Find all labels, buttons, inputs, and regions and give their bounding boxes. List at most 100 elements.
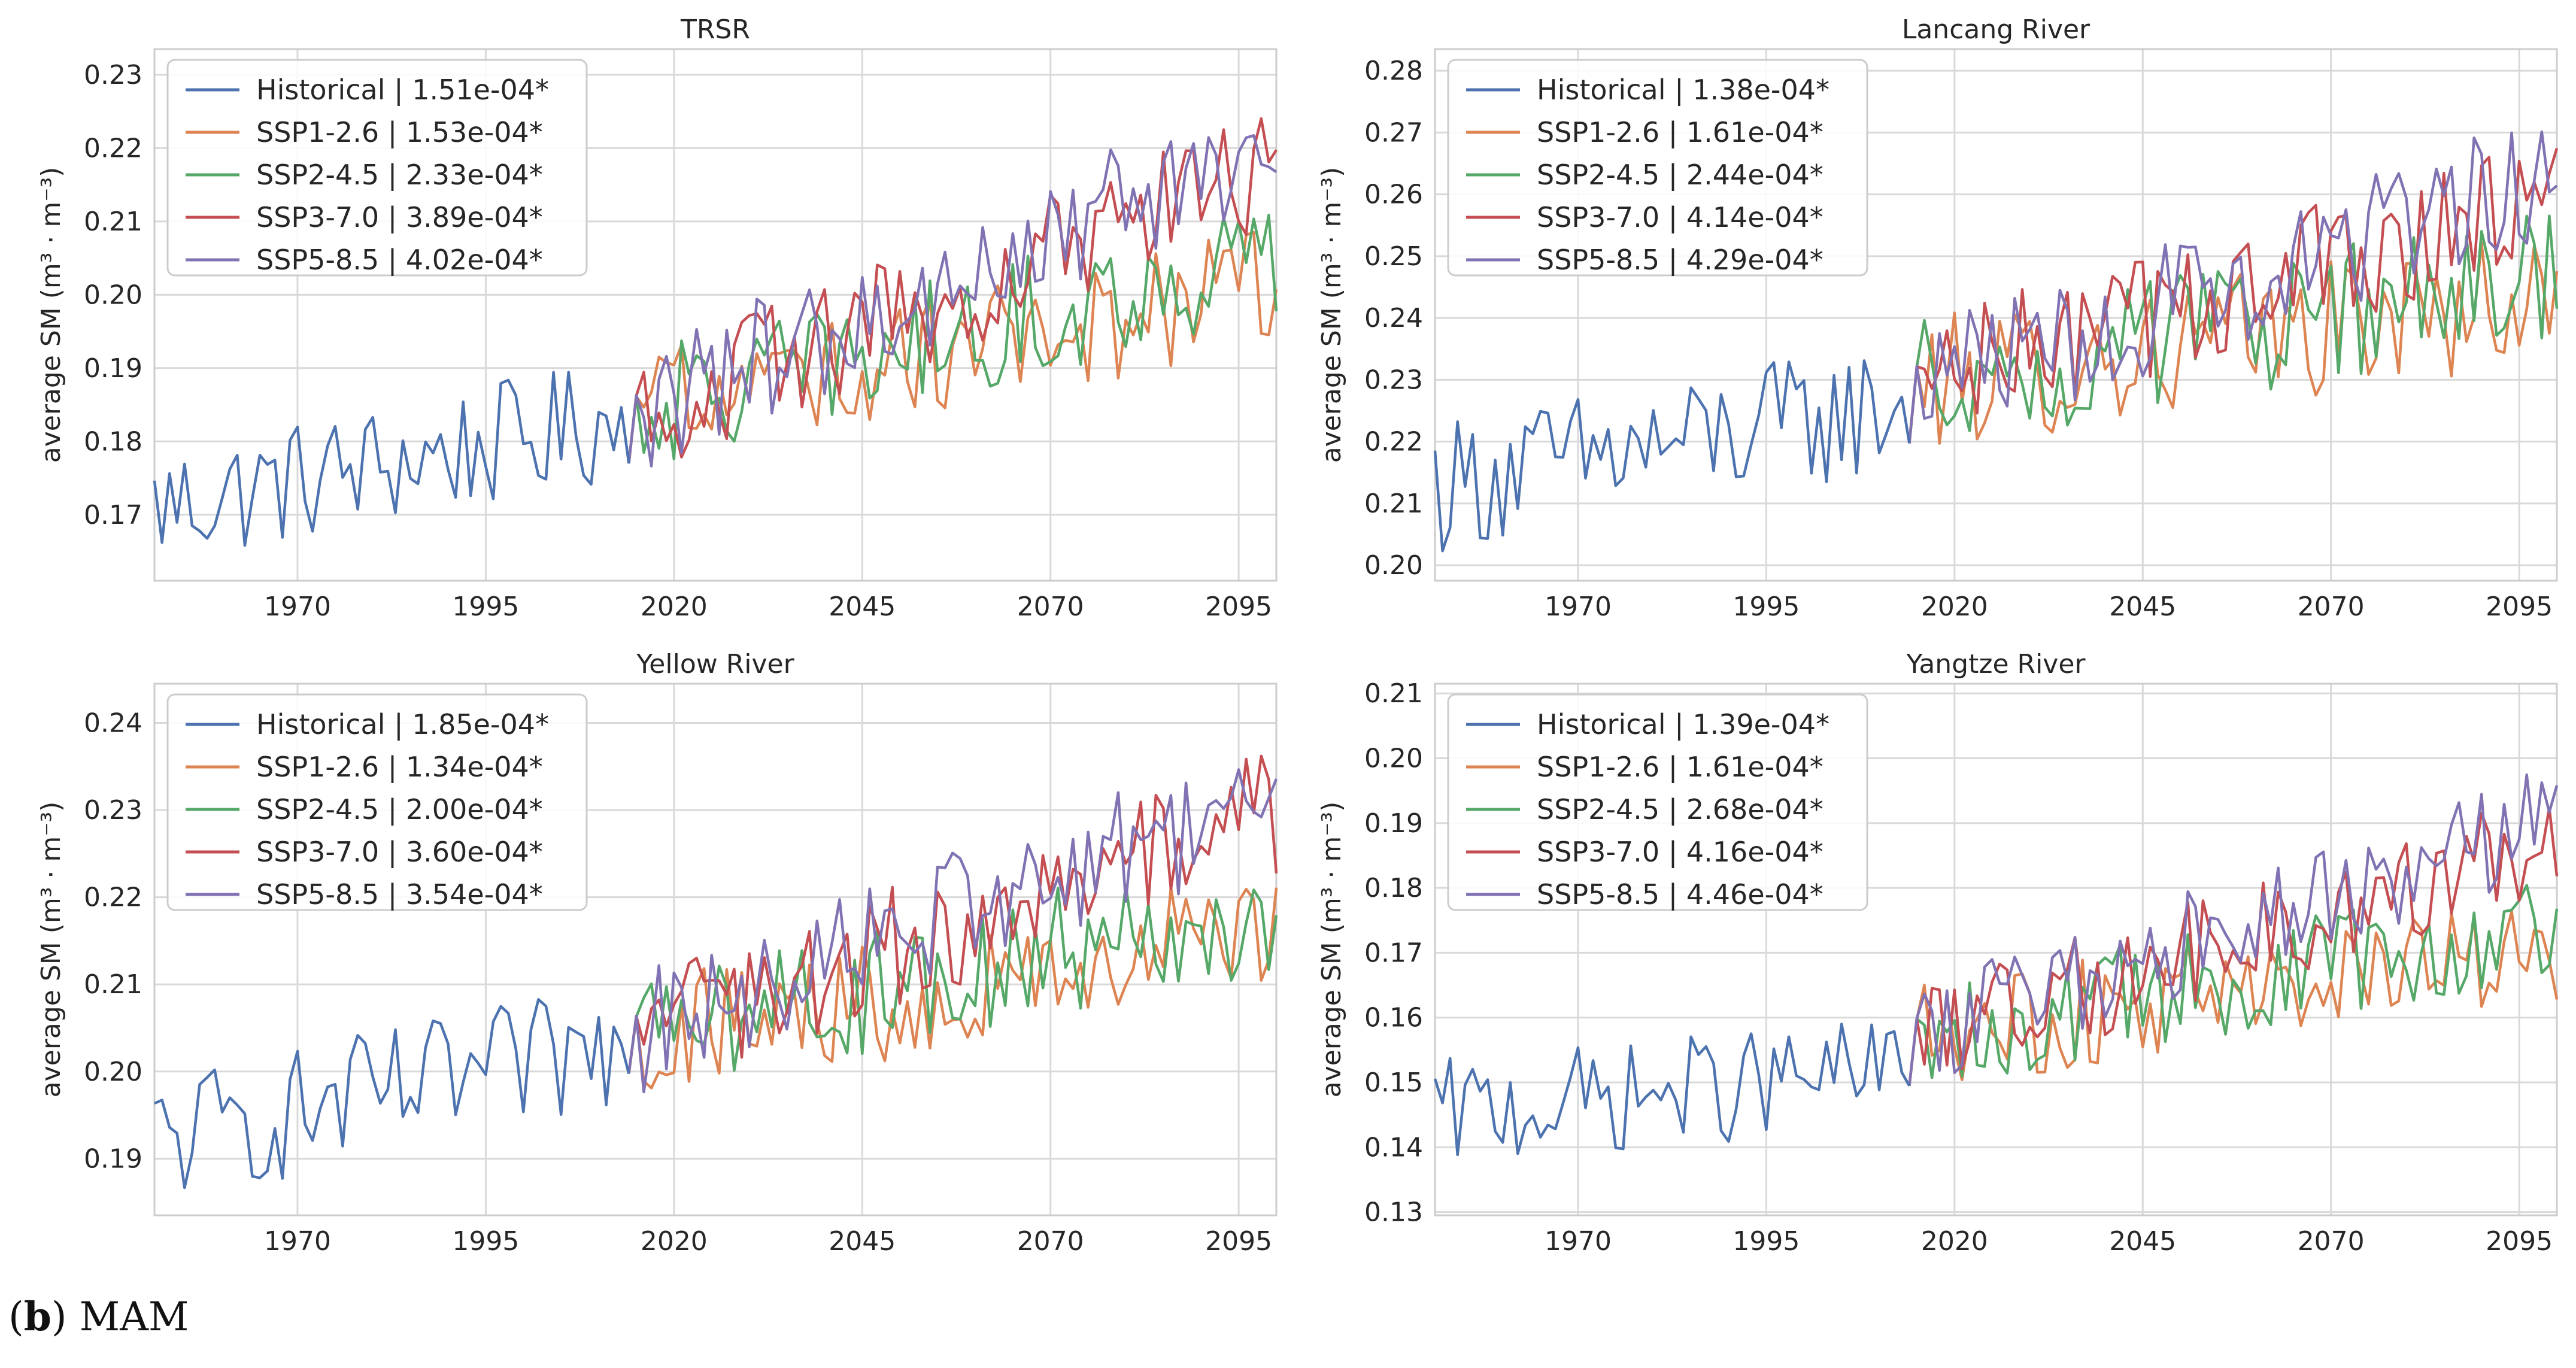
- x-tick-label: 1970: [1545, 1226, 1612, 1257]
- x-tick-label: 2020: [641, 592, 708, 622]
- y-tick-label: 0.21: [1364, 678, 1423, 709]
- y-tick-label: 0.23: [84, 60, 142, 90]
- y-axis-label: average SM (m³ · m⁻³): [36, 167, 66, 463]
- chart-title: Yangtze River: [1906, 649, 2086, 680]
- legend-entry: SSP5-8.5 | 4.29e-04*: [1537, 244, 1823, 277]
- legend-entry: SSP1-2.6 | 1.53e-04*: [256, 116, 543, 149]
- y-tick-label: 0.22: [1364, 427, 1423, 457]
- legend-entry: Historical | 1.51e-04*: [256, 74, 549, 107]
- series-line-ssp5-8-5: [627, 768, 1278, 1094]
- legend-entry: SSP2-4.5 | 2.44e-04*: [1537, 159, 1823, 192]
- series-line-ssp5-8-5: [1908, 130, 2558, 444]
- legend-entry: SSP1-2.6 | 1.61e-04*: [1537, 751, 1823, 784]
- series-line-ssp2-4-5: [627, 884, 1278, 1074]
- y-tick-label: 0.18: [1364, 873, 1423, 903]
- legend: Historical | 1.85e-04* SSP1-2.6 | 1.34e-0…: [166, 693, 588, 911]
- chart-panel-1: 1970 1995 2020 2045 2070 2095 0.17 0.18 0.19 0.20…: [36, 14, 1278, 622]
- x-tick-label: 2095: [1205, 1226, 1272, 1257]
- y-tick-label: 0.22: [84, 133, 142, 163]
- y-tick-label: 0.24: [84, 708, 142, 739]
- series-line-historical: [1433, 1023, 1911, 1157]
- x-tick-label: 2070: [1017, 1226, 1084, 1257]
- series-line-historical: [154, 998, 630, 1190]
- series-line-ssp5-8-5: [627, 134, 1278, 468]
- series-line-historical: [1433, 359, 1911, 553]
- series-line-ssp2-4-5: [1908, 214, 2559, 444]
- y-tick-label: 0.23: [84, 795, 142, 826]
- x-tick-label: 1995: [1732, 1226, 1800, 1257]
- legend-box: [1447, 59, 1868, 277]
- legend-entry: SSP1-2.6 | 1.34e-04*: [256, 751, 543, 784]
- x-tick-label: 2095: [2486, 1226, 2553, 1257]
- series-line-ssp2-4-5: [1908, 884, 2559, 1087]
- legend-entry: Historical | 1.85e-04*: [256, 708, 549, 741]
- chart-title: Lancang River: [1902, 14, 2090, 45]
- x-tick-label: 1970: [264, 1226, 331, 1257]
- y-tick-label: 0.20: [1364, 744, 1423, 774]
- x-tick-label: 1995: [1732, 592, 1800, 622]
- x-tick-label: 2095: [2486, 592, 2553, 622]
- y-axis-label: average SM (m³ · m⁻³): [1316, 167, 1347, 463]
- series-line-ssp3-7-0: [1908, 147, 2559, 444]
- legend-entry: SSP2-4.5 | 2.68e-04*: [1537, 793, 1823, 826]
- x-tick-label: 2045: [2109, 592, 2176, 622]
- y-tick-label: 0.17: [1364, 938, 1423, 968]
- series-line-ssp3-7-0: [1908, 806, 2559, 1087]
- axes-frame: [1434, 48, 2558, 582]
- y-tick-label: 0.19: [84, 353, 142, 384]
- x-tick-label: 1995: [452, 1226, 519, 1257]
- legend-entry: SSP2-4.5 | 2.33e-04*: [256, 159, 543, 192]
- chart-title: Yellow River: [636, 649, 794, 680]
- series-line-ssp3-7-0: [627, 117, 1278, 464]
- x-tick-label: 2045: [2109, 1226, 2176, 1257]
- y-axis-label: average SM (m³ · m⁻³): [36, 802, 66, 1098]
- axes-frame: [153, 683, 1278, 1217]
- series-line-historical: [153, 371, 630, 547]
- series-line-ssp3-7-0: [627, 754, 1278, 1074]
- legend-entry: SSP3-7.0 | 4.14e-04*: [1537, 201, 1823, 234]
- legend-entry: SSP2-4.5 | 2.00e-04*: [256, 793, 543, 826]
- series-line-ssp2-4-5: [627, 213, 1278, 464]
- y-tick-label: 0.13: [1364, 1197, 1423, 1228]
- x-tick-label: 2020: [641, 1226, 708, 1257]
- y-tick-label: 0.23: [1364, 365, 1423, 395]
- legend-entry: SSP3-7.0 | 3.89e-04*: [256, 201, 543, 234]
- x-tick-label: 2020: [1921, 1226, 1988, 1257]
- legend-entry: SSP1-2.6 | 1.61e-04*: [1537, 116, 1823, 149]
- x-tick-label: 1970: [1545, 592, 1612, 622]
- legend: Historical | 1.38e-04* SSP1-2.6 | 1.61e-0…: [1447, 59, 1868, 277]
- legend-entry: Historical | 1.38e-04*: [1537, 74, 1829, 107]
- legend-entry: SSP5-8.5 | 4.46e-04*: [1537, 878, 1823, 911]
- y-tick-label: 0.15: [1364, 1067, 1423, 1098]
- y-tick-label: 0.14: [1364, 1132, 1423, 1163]
- x-tick-label: 1995: [452, 592, 519, 622]
- y-axis-label: average SM (m³ · m⁻³): [1316, 802, 1347, 1098]
- axes-frame: [153, 48, 1278, 582]
- legend-entry: SSP5-8.5 | 3.54e-04*: [256, 878, 543, 911]
- legend: Historical | 1.51e-04* SSP1-2.6 | 1.53e-0…: [166, 59, 588, 277]
- legend-entry: SSP5-8.5 | 4.02e-04*: [256, 244, 543, 277]
- figure-caption: (b) MAM: [8, 1293, 189, 1340]
- legend-box: [166, 693, 588, 911]
- y-tick-label: 0.20: [84, 280, 142, 310]
- chart-title: TRSR: [680, 14, 750, 45]
- y-tick-label: 0.22: [84, 882, 142, 913]
- series-line-ssp5-8-5: [1908, 773, 2559, 1087]
- y-tick-label: 0.21: [84, 969, 142, 1000]
- legend: Historical | 1.39e-04* SSP1-2.6 | 1.61e-0…: [1447, 693, 1868, 911]
- legend-box: [1447, 693, 1868, 911]
- y-tick-label: 0.18: [84, 426, 142, 457]
- x-tick-label: 2070: [1017, 592, 1084, 622]
- y-tick-label: 0.16: [1364, 1003, 1423, 1033]
- chart-panel-3: 1970 1995 2020 2045 2070 2095 0.19 0.20 0.21 0.22…: [36, 649, 1278, 1257]
- x-tick-label: 2070: [2298, 1226, 2365, 1257]
- legend-entry: SSP3-7.0 | 3.60e-04*: [256, 836, 543, 869]
- y-tick-label: 0.20: [84, 1057, 142, 1087]
- legend-entry: SSP3-7.0 | 4.16e-04*: [1537, 836, 1823, 869]
- y-tick-label: 0.21: [1364, 489, 1423, 519]
- y-tick-label: 0.19: [1364, 808, 1423, 839]
- y-tick-label: 0.19: [84, 1143, 142, 1174]
- chart-panel-2: 1970 1995 2020 2045 2070 2095 0.20 0.21 0.22 0.23…: [1316, 14, 2559, 622]
- caption-letter: b: [23, 1293, 51, 1340]
